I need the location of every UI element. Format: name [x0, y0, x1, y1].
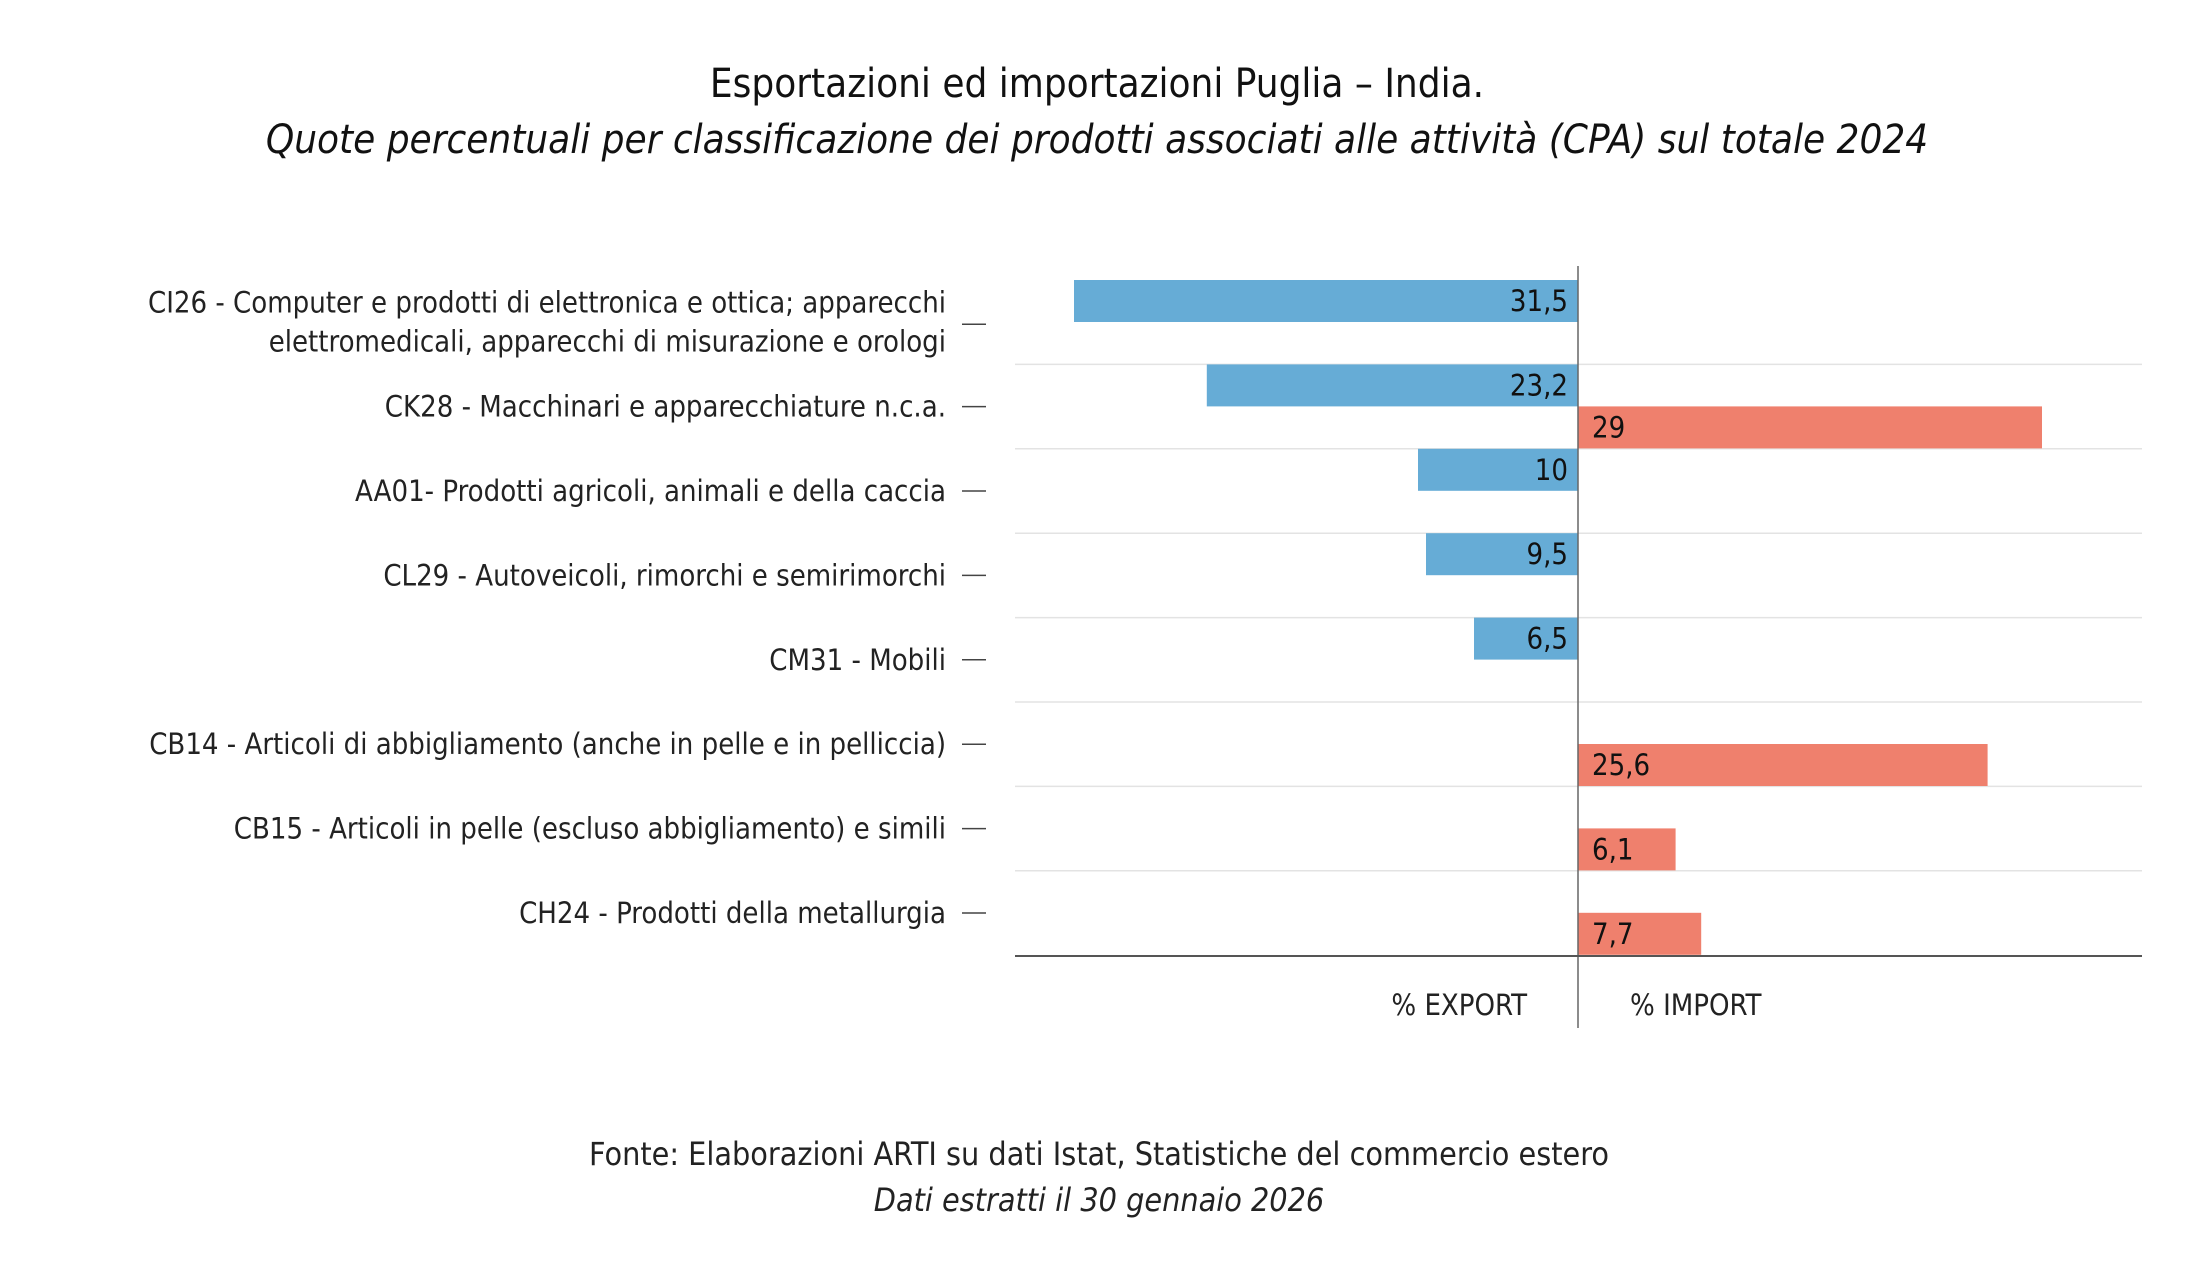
import-bar — [1578, 406, 2042, 449]
category-label-line: elettromedicali, apparecchi di misurazio… — [269, 325, 946, 359]
import-bar — [1578, 744, 1988, 786]
data-label: 9,5 — [1527, 537, 1568, 571]
axis-label-import: % IMPORT — [1630, 988, 1763, 1022]
export-bar — [1474, 617, 1578, 660]
data-label: 6,1 — [1592, 832, 1633, 866]
data-label: 23,2 — [1510, 368, 1568, 402]
category-label-line: CM31 - Mobili — [769, 643, 946, 677]
axis-label-export: % EXPORT — [1391, 988, 1528, 1022]
import-bar — [1578, 912, 1702, 955]
category-labels: CI26 - Computer e prodotti di elettronic… — [148, 286, 986, 930]
category-label: CK28 - Macchinari e apparecchiature n.c.… — [385, 390, 946, 424]
category-label-line: CI26 - Computer e prodotti di elettronic… — [148, 286, 946, 320]
bars: 31,5 23,2 10 9,5 6,5 29 25,6 6,1 7,7 — [1074, 280, 2042, 955]
category-label-line: AA01- Prodotti agricoli, animali e della… — [355, 474, 946, 508]
date-note: Dati estratti il 30 gennaio 2026 — [874, 1181, 1324, 1219]
data-label: 25,6 — [1592, 748, 1650, 782]
category-label-line: CL29 - Autoveicoli, rimorchi e semirimor… — [383, 558, 946, 592]
category-label: CH24 - Prodotti della metallurgia — [519, 896, 946, 930]
export-bar — [1206, 364, 1578, 407]
category-label-line: CH24 - Prodotti della metallurgia — [519, 896, 946, 930]
export-bar — [1426, 533, 1578, 576]
export-bar — [1418, 448, 1578, 491]
category-label-line: CB14 - Articoli di abbigliamento (anche … — [149, 727, 946, 761]
category-label: CB15 - Articoli in pelle (escluso abbigl… — [234, 812, 946, 846]
category-label: CI26 - Computer e prodotti di elettronic… — [148, 286, 946, 359]
chart-title: Esportazioni ed importazioni Puglia – In… — [710, 61, 1484, 107]
category-label: AA01- Prodotti agricoli, animali e della… — [355, 474, 946, 508]
data-label: 31,5 — [1510, 284, 1568, 318]
data-label: 7,7 — [1592, 917, 1633, 951]
import-bar — [1578, 828, 1676, 871]
category-label: CM31 - Mobili — [769, 643, 946, 677]
category-label-line: CK28 - Macchinari e apparecchiature n.c.… — [385, 390, 946, 424]
export-bar — [1074, 280, 1578, 322]
chart-subtitle: Quote percentuali per classificazione de… — [266, 117, 1928, 163]
data-label: 10 — [1535, 453, 1568, 487]
source-note: Fonte: Elaborazioni ARTI su dati Istat, … — [589, 1135, 1609, 1173]
data-label: 6,5 — [1527, 622, 1568, 656]
category-label: CB14 - Articoli di abbigliamento (anche … — [149, 727, 946, 761]
category-label: CL29 - Autoveicoli, rimorchi e semirimor… — [383, 558, 946, 592]
data-label: 29 — [1592, 410, 1625, 444]
category-label-line: CB15 - Articoli in pelle (escluso abbigl… — [234, 812, 946, 846]
